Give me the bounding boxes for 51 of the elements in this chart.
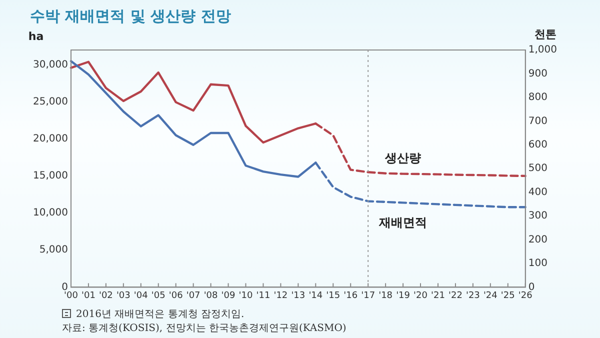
x-tick-label: '12 — [274, 290, 288, 301]
x-tick-label: '20 — [414, 290, 428, 301]
x-tick-label: '09 — [221, 290, 236, 301]
series-label: 생산량 — [384, 150, 422, 165]
x-tick-label: '21 — [431, 290, 445, 301]
text: 2016년 재배면적은 통계청 잠정치임. — [76, 309, 244, 320]
y2-tick-label: 300 — [528, 210, 548, 222]
x-tick-label: '19 — [396, 290, 410, 301]
y2-tick-label: 600 — [528, 139, 548, 150]
x-tick-label: '01 — [82, 290, 96, 301]
x-tick-label: '25 — [500, 290, 515, 301]
y2-tick-label: 400 — [528, 186, 548, 198]
y2-tick-label: 700 — [528, 116, 548, 127]
x-tick-label: '11 — [256, 290, 270, 301]
y2-axis-title: 천톤 — [534, 28, 556, 41]
x-tick-label: '05 — [151, 290, 166, 301]
x-tick-label: '26 — [518, 290, 533, 301]
y-axis-title: ha — [28, 30, 44, 43]
y-tick-label: 30,000 — [32, 59, 68, 70]
x-tick-label: '07 — [186, 290, 200, 301]
x-tick-label: '06 — [168, 290, 184, 301]
y2-tick-label: 900 — [528, 68, 548, 80]
x-tick-label: '22 — [448, 290, 462, 301]
x-tick-label: '23 — [466, 290, 480, 301]
x-tick-label: '02 — [98, 290, 113, 301]
text: 자료: 통계청(KOSIS), 전망치는 한국농촌경제연구원(KASMO) — [62, 323, 346, 334]
x-tick-label: '14 — [308, 290, 323, 301]
y-tick-label: 25,000 — [32, 96, 68, 108]
y2-tick-label: 800 — [528, 92, 548, 104]
chart-title: 수박 재배면적 및 생산량 전망 — [30, 6, 231, 25]
x-tick-label: '18 — [378, 290, 393, 301]
y2-tick-label: 100 — [528, 258, 548, 270]
x-tick-label: '17 — [361, 290, 376, 301]
y2-tick-label: 1,000 — [528, 44, 558, 56]
x-tick-label: '04 — [134, 290, 148, 301]
y-tick-label: 0 — [62, 282, 68, 293]
x-tick-label: '00 — [64, 290, 78, 301]
series-label: 재배면적 — [378, 216, 428, 230]
y2-tick-label: 200 — [528, 234, 548, 246]
x-tick-label: '03 — [116, 290, 130, 301]
x-tick-label: '08 — [204, 290, 218, 301]
x-tick-label: '13 — [291, 290, 306, 301]
x-tick-label: '10 — [238, 290, 253, 301]
y-tick-label: 20,000 — [32, 134, 68, 145]
x-tick-label: '15 — [326, 290, 340, 301]
x-tick-label: '24 — [483, 290, 498, 301]
x-tick-label: '16 — [344, 290, 358, 301]
y-tick-label: 5,000 — [39, 244, 68, 256]
y-tick-label: 10,000 — [32, 208, 68, 219]
y-tick-label: 15,000 — [32, 170, 68, 182]
y2-tick-label: 500 — [528, 163, 548, 174]
